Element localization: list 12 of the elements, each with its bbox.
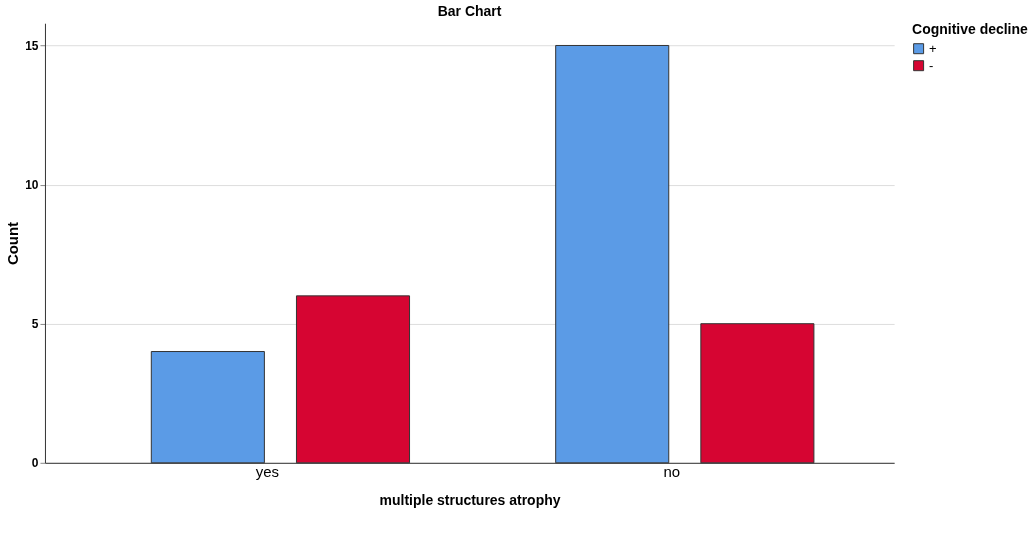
legend-title: Cognitive decline [912, 21, 1028, 38]
x-tick-label: yes [255, 463, 280, 481]
chart-title: Bar Chart [437, 3, 502, 20]
x-tick-label: no [663, 463, 681, 481]
y-tick-label: 5 [31, 317, 39, 332]
y-axis-title: Count [4, 221, 22, 266]
legend-label: - [929, 57, 934, 73]
y-tick-label: 10 [25, 178, 39, 193]
y-tick-label: 15 [25, 38, 39, 53]
x-axis-title: multiple structures atrophy [379, 492, 561, 509]
y-tick-label: 0 [31, 456, 39, 471]
legend-label: + [929, 40, 937, 56]
